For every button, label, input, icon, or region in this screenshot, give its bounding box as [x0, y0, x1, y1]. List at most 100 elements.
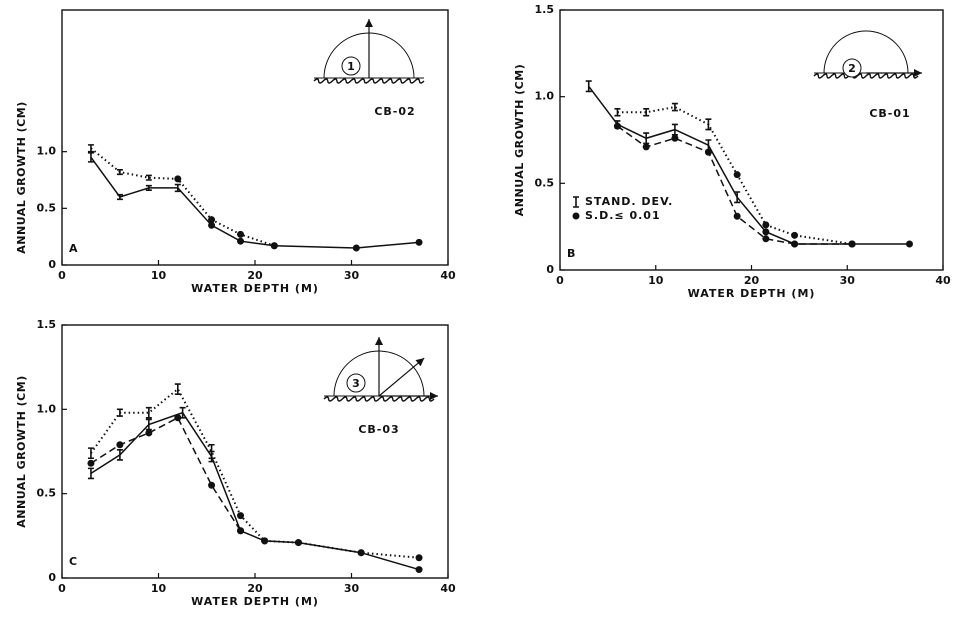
- data-point: [261, 537, 269, 545]
- site-number: 2: [848, 62, 856, 75]
- error-bar: [87, 467, 94, 480]
- x-axis-label: WATER DEPTH (M): [191, 595, 319, 608]
- x-axis-label: WATER DEPTH (M): [191, 282, 319, 295]
- error-bar: [116, 449, 123, 461]
- legend-marker: [573, 196, 579, 208]
- panel-label: A: [69, 242, 78, 255]
- icon-arrow: [378, 357, 425, 397]
- icon-arrowhead: [375, 337, 383, 345]
- icon-arrowhead: [914, 69, 922, 77]
- data-point: [237, 527, 245, 535]
- site-label: CB-03: [358, 423, 399, 436]
- y-tick-label: 1.0: [37, 145, 57, 158]
- data-point: [145, 429, 153, 437]
- error-bar: [145, 406, 152, 419]
- error-bar: [671, 102, 678, 112]
- data-point: [733, 212, 741, 220]
- data-point: [116, 441, 124, 449]
- series-line: [90, 147, 275, 247]
- y-tick-label: 1.5: [535, 3, 555, 16]
- legend-label: STAND. DEV.: [585, 195, 673, 208]
- error-bar: [87, 447, 94, 460]
- series-line: [90, 156, 420, 249]
- data-point: [174, 414, 182, 422]
- icon-arrowhead: [430, 392, 438, 400]
- data-point: [704, 148, 712, 156]
- data-point: [208, 216, 216, 224]
- data-point: [905, 240, 913, 248]
- x-tick-label: 0: [58, 269, 66, 282]
- data-point: [352, 244, 360, 252]
- icon-water: [313, 78, 425, 84]
- y-tick-label: 0.5: [535, 176, 555, 189]
- y-tick-label: 0.5: [37, 201, 57, 214]
- data-point: [671, 134, 679, 142]
- y-tick-label: 0: [546, 263, 554, 276]
- data-point: [237, 230, 245, 238]
- data-point: [208, 221, 216, 229]
- icon-number-circle: [842, 58, 862, 78]
- data-point: [415, 238, 423, 246]
- data-point: [848, 240, 856, 248]
- error-bar: [705, 118, 712, 131]
- series-line: [617, 125, 853, 245]
- y-tick-label: 1.5: [37, 318, 57, 331]
- legend-label: S.D.≤ 0.01: [585, 209, 661, 222]
- series-line: [90, 411, 420, 571]
- icon-number-circle: [346, 373, 366, 393]
- data-point: [270, 242, 278, 250]
- data-point: [642, 143, 650, 151]
- error-bar: [145, 184, 152, 191]
- site-label: CB-02: [374, 105, 415, 118]
- data-point: [791, 240, 799, 248]
- data-point: [174, 175, 182, 183]
- x-tick-label: 0: [58, 582, 66, 595]
- data-point: [415, 554, 423, 562]
- data-point: [237, 237, 245, 245]
- x-tick-label: 30: [344, 582, 360, 595]
- series-line: [90, 387, 420, 559]
- x-tick-label: 30: [344, 269, 360, 282]
- data-point: [294, 539, 302, 547]
- y-tick-label: 1.0: [535, 90, 555, 103]
- site-number: 3: [352, 377, 360, 390]
- x-tick-label: 20: [247, 582, 263, 595]
- plot-frame: [61, 9, 449, 266]
- series-line: [90, 416, 242, 532]
- x-tick-label: 0: [556, 274, 564, 287]
- y-tick-label: 0: [48, 571, 56, 584]
- error-bar: [614, 108, 621, 117]
- x-tick-label: 40: [440, 269, 456, 282]
- icon-water: [813, 73, 919, 79]
- icon-number-circle: [341, 56, 361, 76]
- icon-water: [323, 396, 435, 402]
- x-tick-label: 20: [247, 269, 263, 282]
- data-point: [733, 171, 741, 179]
- data-point: [237, 512, 245, 520]
- error-bar: [116, 193, 123, 201]
- icon-arrowhead: [415, 358, 425, 367]
- panel-label: B: [567, 247, 575, 260]
- y-axis-label: ANNUAL GROWTH (CM): [513, 64, 526, 216]
- data-point: [208, 481, 216, 489]
- error-bar: [145, 174, 152, 181]
- error-bar: [116, 169, 123, 176]
- error-bar: [87, 152, 94, 163]
- data-point: [762, 221, 770, 229]
- data-point: [415, 566, 423, 574]
- error-bar: [585, 80, 592, 93]
- data-point: [357, 549, 365, 557]
- y-tick-label: 1.0: [37, 402, 57, 415]
- y-axis-label: ANNUAL GROWTH (CM): [15, 101, 28, 253]
- icon-dome: [823, 30, 909, 74]
- data-point: [762, 235, 770, 243]
- error-bar: [174, 183, 181, 193]
- data-point: [613, 122, 621, 130]
- data-point: [762, 228, 770, 236]
- error-bar: [87, 144, 94, 153]
- data-point: [87, 459, 95, 467]
- error-bar: [174, 383, 181, 395]
- x-tick-label: 20: [744, 274, 760, 287]
- data-point: [791, 231, 799, 239]
